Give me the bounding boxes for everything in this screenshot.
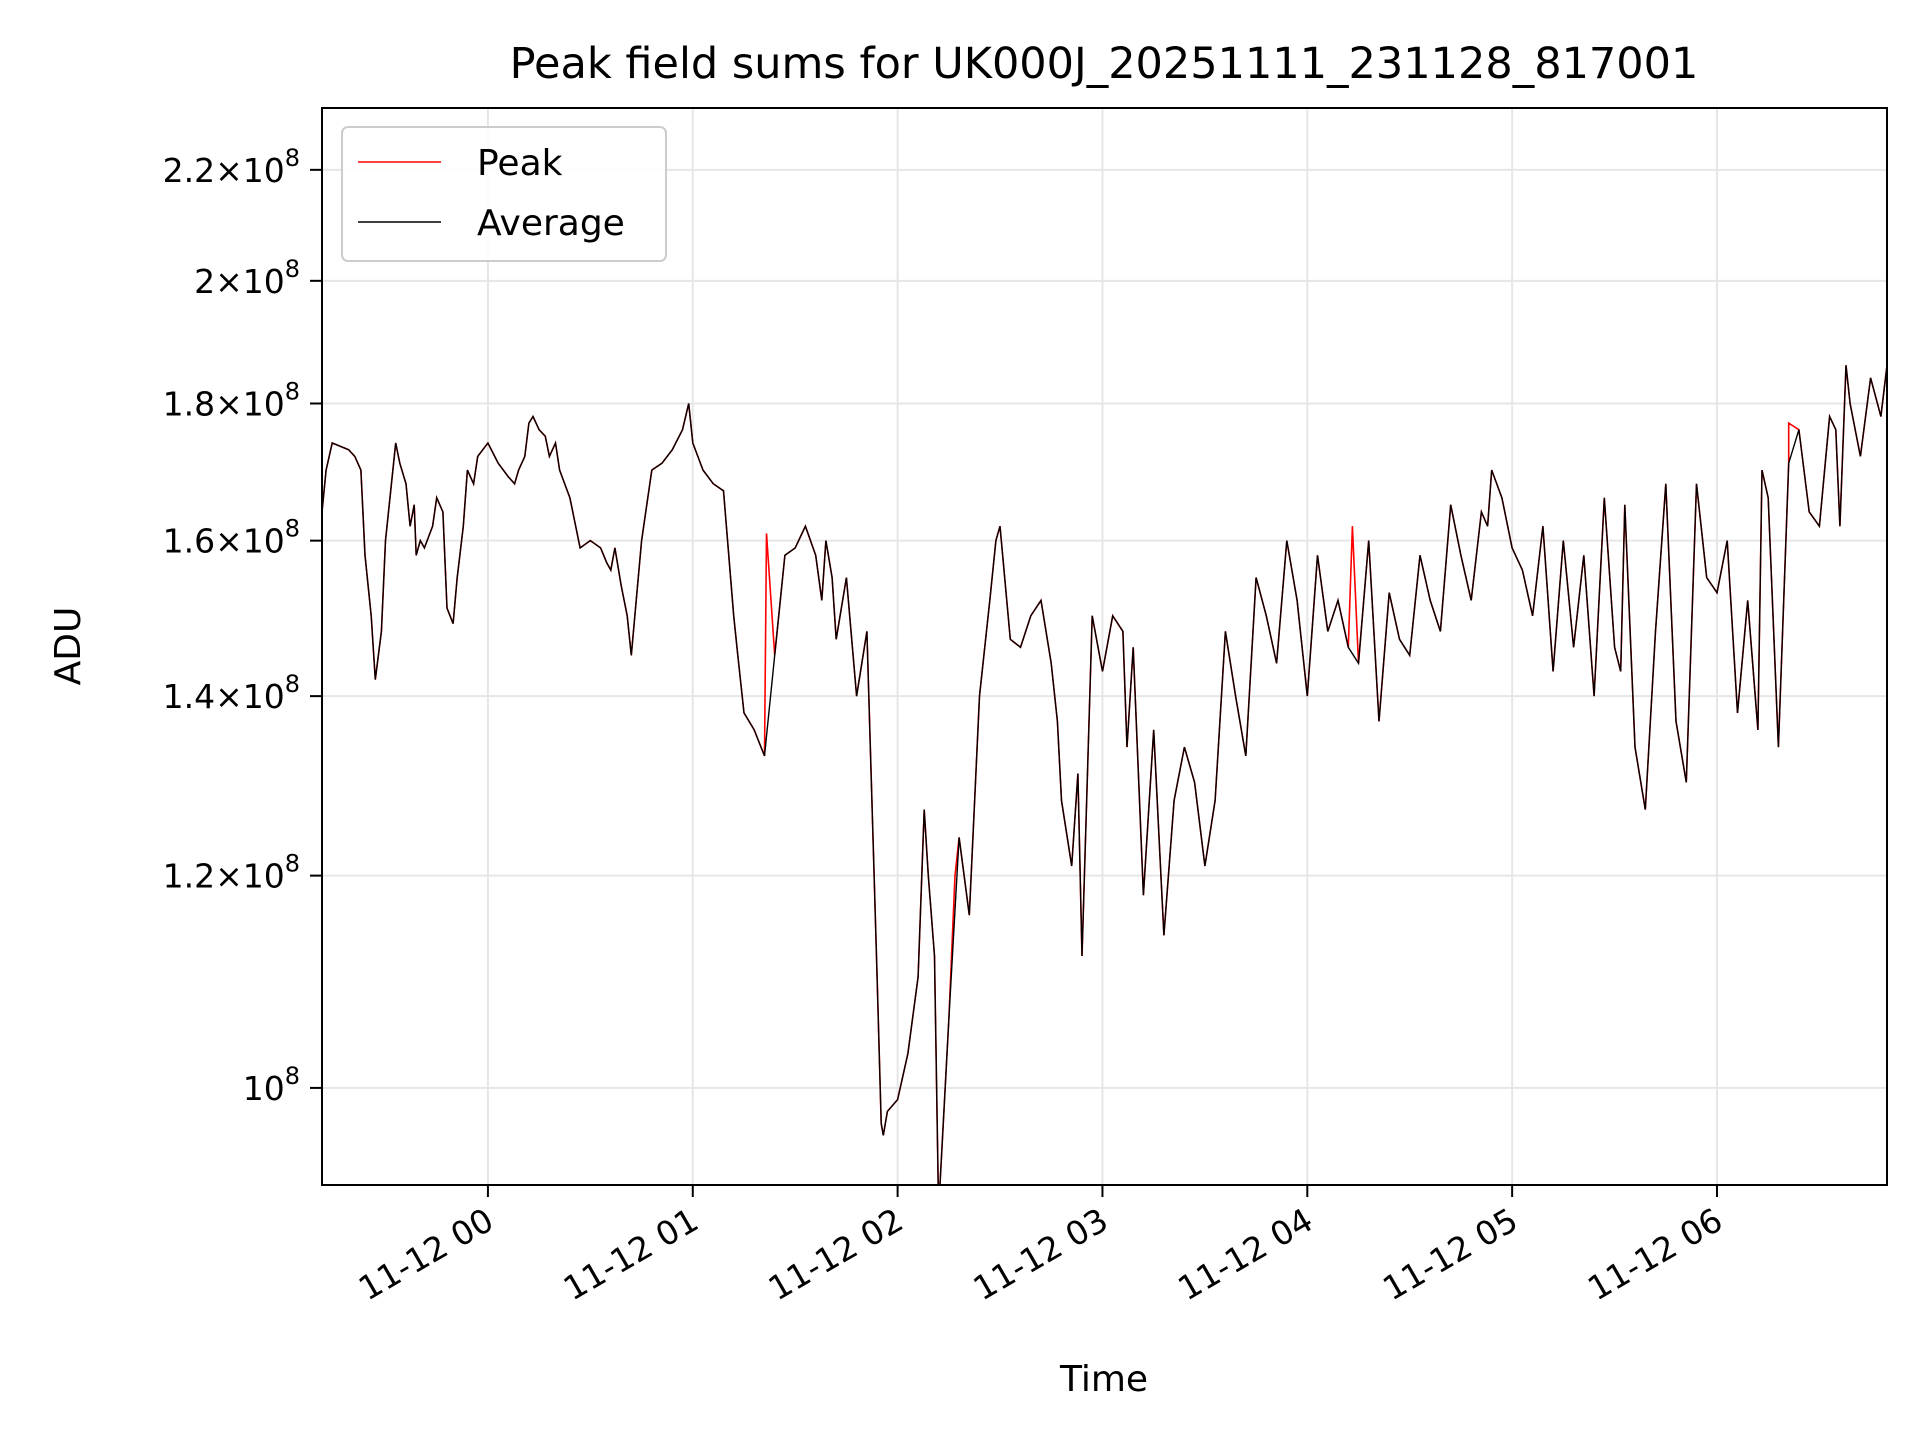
y-tick-exponent: 8 <box>285 144 300 172</box>
y-tick-exponent: 8 <box>285 850 300 878</box>
x-tick-label: 11-12 03 <box>966 1200 1114 1308</box>
y-tick-label: 1.6×108 <box>163 515 300 561</box>
chart-title: Peak field sums for UK000J_20251111_2311… <box>510 39 1699 89</box>
y-tick-label: 2×108 <box>194 255 300 301</box>
y-tick-label: 2.2×108 <box>163 144 300 190</box>
y-tick-label: 1.2×108 <box>163 850 300 896</box>
y-tick-exponent: 8 <box>285 377 300 405</box>
legend: Peak Average <box>341 126 667 262</box>
y-tick-exponent: 8 <box>285 515 300 543</box>
y-tick-exponent: 8 <box>285 255 300 283</box>
x-axis: 11-12 00 11-12 01 11-12 02 11-12 03 11-12 04… <box>352 1185 1729 1308</box>
legend-label-peak: Peak <box>477 143 563 184</box>
x-axis-label: Time <box>1059 1359 1148 1400</box>
y-tick-label: 1.4×108 <box>163 670 300 716</box>
x-tick-label: 11-12 04 <box>1171 1200 1319 1308</box>
y-axis: 1081.2×1081.4×1081.6×1081.8×1082×1082.2×… <box>163 144 322 1108</box>
y-tick-base: 10 <box>243 1069 285 1108</box>
y-tick-base: 1.8×10 <box>163 384 285 423</box>
legend-box <box>341 126 667 262</box>
series-line-peak <box>322 365 1887 1185</box>
y-tick-base: 2×10 <box>194 262 285 301</box>
y-tick-exponent: 8 <box>285 670 300 698</box>
y-tick-base: 1.2×10 <box>163 857 285 896</box>
y-tick-label: 1.8×108 <box>163 377 300 423</box>
axes-frame <box>321 107 1888 1186</box>
legend-label-average: Average <box>477 203 625 244</box>
y-tick-label: 108 <box>243 1062 300 1108</box>
y-tick-exponent: 8 <box>285 1062 300 1090</box>
series-line-average <box>322 365 1887 1185</box>
y-tick-base: 2.2×10 <box>163 151 285 190</box>
x-tick-label: 11-12 06 <box>1581 1200 1729 1308</box>
x-tick-label: 11-12 02 <box>762 1200 910 1308</box>
y-tick-base: 1.4×10 <box>163 677 285 716</box>
y-tick-base: 1.6×10 <box>163 522 285 561</box>
y-axis-label: ADU <box>48 607 89 686</box>
x-tick-label: 11-12 00 <box>352 1200 500 1308</box>
grid <box>322 108 1887 1185</box>
x-tick-label: 11-12 01 <box>557 1200 705 1308</box>
x-tick-label: 11-12 05 <box>1376 1200 1524 1308</box>
